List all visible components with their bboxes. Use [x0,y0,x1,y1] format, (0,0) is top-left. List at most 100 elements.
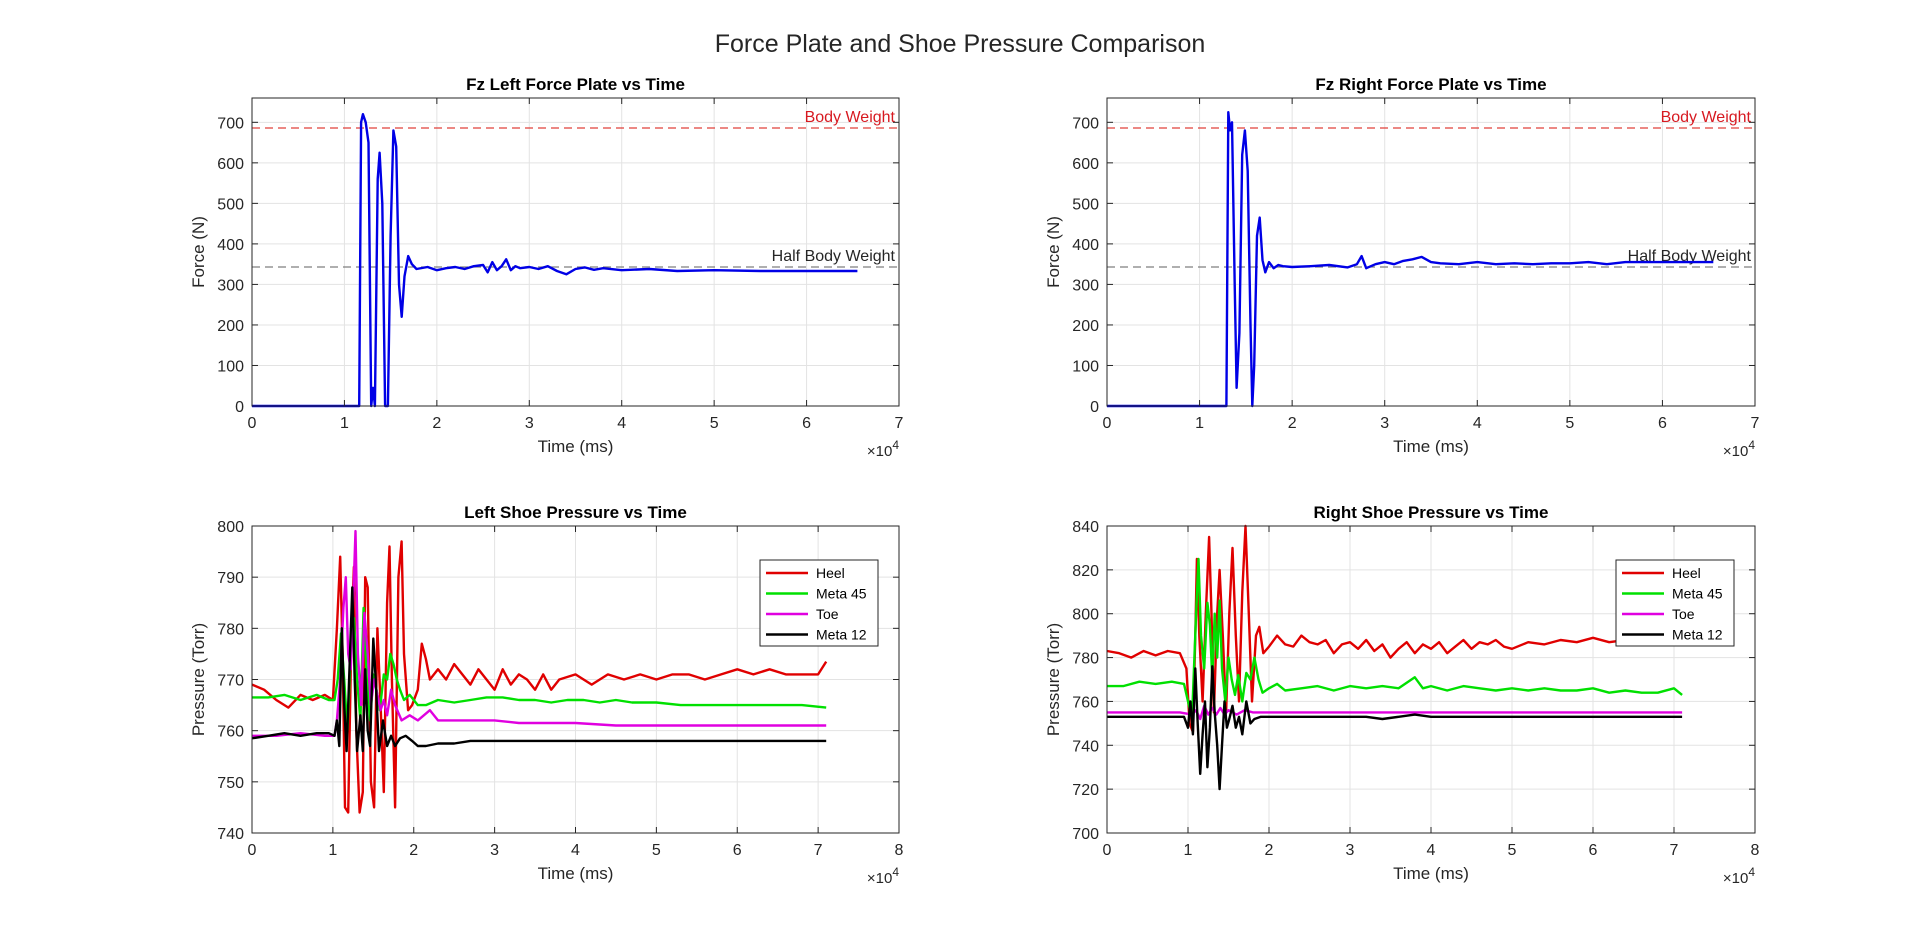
axes-frame [1106,97,1756,407]
plot-area [1107,98,1755,406]
exponent-base: ×10 [1723,870,1748,887]
y-tick-label: 200 [217,318,244,335]
y-tick-label: 840 [1072,519,1099,536]
x-tick-label: 0 [248,415,257,432]
chart-left-shoe: 0 1 2 3 4 5 6 7 8 740 750 760 770 780 790 800 Left Shoe … [189,503,904,887]
y-tick-label: 700 [1072,826,1099,843]
x-tick-label: 5 [710,415,719,432]
x-tick-label: 1 [328,842,337,859]
exponent-power: 4 [1748,438,1755,452]
chart-fz-right: Body Weight Half Body Weight 0 1 2 3 4 5 6 7 0 100 2… [1044,75,1760,460]
series-line-toe [252,529,827,737]
y-tick-label: 760 [217,724,244,741]
exponent-power: 4 [892,438,899,452]
x-tick-label: 4 [571,842,580,859]
y-tick-label: 400 [217,237,244,254]
x-tick-label: 8 [1751,842,1760,859]
x-tick-label: 2 [1265,842,1274,859]
x-tick-label: 5 [1565,415,1574,432]
y-tick-label: 760 [1072,694,1099,711]
y-tick-label: 500 [1072,196,1099,213]
axes-frame [251,97,900,407]
x-axis-exponent: ×104 [1723,438,1755,460]
y-tick-label: 300 [1072,277,1099,294]
x-tick-label: 6 [1589,842,1598,859]
x-axis-label: Time (ms) [538,437,614,456]
y-tick-label: 740 [217,826,244,843]
y-tick-label: 100 [217,358,244,375]
legend-entry: Meta 45 [816,586,867,602]
x-axis-exponent: ×104 [867,438,899,460]
y-tick-label: 720 [1072,782,1099,799]
ref-line-label: Body Weight [805,109,896,126]
y-tick-label: 740 [1072,738,1099,755]
exponent-power: 4 [892,865,899,879]
y-tick-label: 750 [217,775,244,792]
legend-entry: Meta 12 [1672,627,1723,643]
legend-box [759,559,879,647]
x-tick-label: 1 [1195,415,1204,432]
y-tick-label: 780 [217,621,244,638]
x-tick-label: 0 [248,842,257,859]
x-tick-label: 3 [525,415,534,432]
x-tick-label: 3 [1346,842,1355,859]
x-axis-exponent: ×104 [867,865,899,887]
exponent-base: ×10 [867,870,892,887]
chart-title: Right Shoe Pressure vs Time [1314,503,1549,522]
legend-entry: Meta 12 [816,627,867,643]
x-tick-label: 7 [814,842,823,859]
x-tick-label: 3 [1380,415,1389,432]
x-axis-label: Time (ms) [1393,864,1469,883]
exponent-base: ×10 [1723,443,1748,460]
series-line-heel [251,540,828,814]
ref-line-label: Body Weight [1661,109,1752,126]
series-line-toe [1107,704,1683,721]
x-tick-label: 7 [1670,842,1679,859]
x-tick-label: 4 [617,415,626,432]
chart-right-shoe: 0 1 2 3 4 5 6 7 8 700 720 740 760 780 800 820 840 Right S… [1044,503,1760,887]
chart-title: Fz Left Force Plate vs Time [466,75,685,94]
x-axis-label: Time (ms) [538,864,614,883]
chart-title: Fz Right Force Plate vs Time [1315,75,1546,94]
y-tick-label: 800 [1072,607,1099,624]
x-tick-label: 2 [409,842,418,859]
x-tick-label: 4 [1427,842,1436,859]
y-tick-label: 770 [217,673,244,690]
y-tick-label: 200 [1072,318,1099,335]
x-tick-label: 7 [1751,415,1760,432]
legend: Heel Meta 45 Toe Meta 12 [759,559,879,647]
y-axis-label: Force (N) [1044,216,1063,288]
x-tick-label: 6 [733,842,742,859]
y-tick-label: 0 [1090,399,1099,416]
x-tick-label: 5 [652,842,661,859]
chart-title: Left Shoe Pressure vs Time [464,503,687,522]
y-tick-label: 820 [1072,563,1099,580]
x-axis-label: Time (ms) [1393,437,1469,456]
y-axis-label: Pressure (Torr) [189,623,208,736]
legend: Heel Meta 45 Toe Meta 12 [1615,559,1735,647]
y-tick-label: 600 [1072,156,1099,173]
y-tick-label: 500 [217,196,244,213]
x-tick-label: 3 [490,842,499,859]
y-tick-label: 800 [217,519,244,536]
x-tick-label: 1 [340,415,349,432]
x-tick-label: 1 [1184,842,1193,859]
series-line-meta-12 [1107,665,1683,791]
series-line-meta-45 [1107,557,1683,721]
y-axis-label: Force (N) [189,216,208,288]
x-tick-label: 0 [1103,842,1112,859]
x-tick-label: 5 [1508,842,1517,859]
y-tick-label: 300 [217,277,244,294]
legend-entry: Toe [816,606,839,622]
legend-entry: Meta 45 [1672,586,1723,602]
series-line-fz-right [1107,111,1714,408]
x-tick-label: 6 [1658,415,1667,432]
y-tick-label: 780 [1072,651,1099,668]
series-line-meta-12 [251,586,827,753]
x-axis-exponent: ×104 [1723,865,1755,887]
exponent-base: ×10 [867,443,892,460]
figure-title: Force Plate and Shoe Pressure Comparison [714,30,1206,58]
y-tick-label: 100 [1072,358,1099,375]
